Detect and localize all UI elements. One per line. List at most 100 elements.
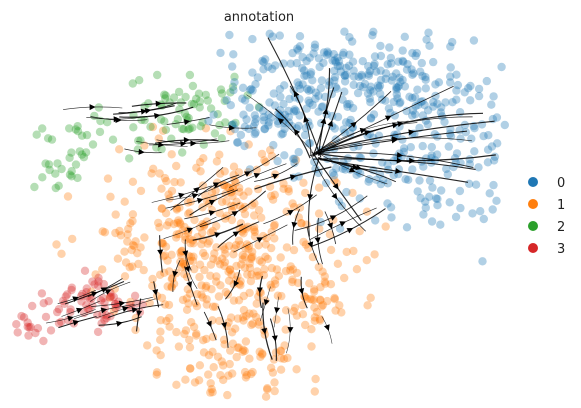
point-cluster-1 [316,283,325,292]
point-cluster-1 [172,161,181,171]
point-cluster-1 [310,303,319,312]
point-cluster-1 [301,240,311,249]
point-cluster-3 [80,266,90,275]
point-cluster-0 [302,56,311,66]
point-cluster-1 [155,270,165,279]
point-cluster-2 [203,96,212,105]
point-cluster-0 [258,56,267,66]
point-cluster-1 [128,210,138,219]
point-cluster-1 [152,346,161,355]
point-cluster-0 [493,139,502,148]
point-cluster-1 [326,280,336,289]
point-cluster-0 [264,118,274,127]
point-cluster-1 [221,287,230,297]
point-cluster-1 [276,253,285,262]
point-cluster-3 [62,290,72,299]
point-cluster-1 [312,307,322,317]
point-cluster-0 [319,48,329,57]
point-cluster-1 [254,241,263,250]
point-cluster-0 [355,153,364,162]
point-cluster-3 [13,328,22,337]
point-cluster-0 [411,110,420,119]
point-cluster-0 [305,98,314,108]
point-cluster-2 [157,144,166,154]
point-cluster-0 [245,103,254,112]
point-cluster-0 [427,151,436,160]
point-cluster-1 [283,353,292,363]
point-cluster-1 [276,365,286,374]
point-cluster-2 [169,93,179,102]
point-cluster-0 [489,180,498,190]
point-cluster-1 [215,169,225,178]
point-cluster-0 [416,67,425,76]
point-cluster-0 [376,66,385,75]
point-cluster-1 [270,190,279,199]
point-cluster-0 [370,59,379,69]
point-cluster-0 [443,170,452,179]
point-cluster-1 [186,239,195,248]
point-cluster-0 [359,83,368,92]
point-cluster-0 [258,106,268,116]
point-cluster-1 [226,346,235,355]
point-cluster-1 [232,352,241,362]
point-cluster-0 [376,41,385,51]
point-cluster-0 [398,46,407,55]
point-cluster-0 [364,71,374,80]
point-cluster-1 [245,259,254,268]
point-cluster-1 [205,237,214,246]
point-cluster-3 [78,289,87,299]
point-cluster-1 [136,243,145,252]
point-cluster-1 [310,387,319,396]
point-cluster-0 [356,153,366,163]
point-cluster-1 [227,270,236,279]
point-cluster-0 [306,68,316,77]
point-cluster-2 [43,134,53,143]
point-cluster-0 [366,98,375,107]
point-cluster-2 [188,123,197,132]
point-cluster-1 [263,385,272,394]
point-cluster-0 [399,57,408,67]
point-cluster-2 [221,118,230,127]
point-cluster-1 [157,184,166,193]
point-cluster-0 [273,156,282,166]
stream-arrow [221,322,227,329]
stream-arrow [322,108,329,115]
point-cluster-1 [195,260,205,269]
point-cluster-1 [355,227,364,236]
point-cluster-1 [156,316,165,325]
point-cluster-2 [226,88,235,97]
point-cluster-3 [41,312,51,322]
point-cluster-1 [183,285,192,294]
stream-arrow [104,289,112,295]
point-cluster-1 [315,316,325,325]
point-cluster-1 [288,199,297,208]
point-cluster-1 [244,241,254,251]
point-cluster-1 [282,207,291,216]
point-cluster-1 [186,252,196,262]
point-cluster-1 [128,177,138,186]
point-cluster-3 [12,320,21,329]
stream-arrow [272,173,279,180]
point-cluster-0 [467,134,476,143]
point-cluster-0 [300,130,310,140]
point-cluster-1 [120,272,130,281]
point-cluster-2 [57,164,66,174]
stream-arrow [277,118,285,125]
point-cluster-1 [298,310,308,319]
point-cluster-1 [307,325,316,334]
point-cluster-1 [128,262,137,271]
point-cluster-1 [258,350,267,359]
point-cluster-1 [155,169,164,178]
point-cluster-0 [425,176,435,185]
point-cluster-0 [226,101,235,110]
point-cluster-1 [255,271,264,280]
point-cluster-1 [218,254,227,263]
point-cluster-0 [286,59,295,68]
point-cluster-0 [421,75,430,85]
point-cluster-1 [219,361,228,370]
point-cluster-2 [213,110,222,119]
point-cluster-0 [354,72,363,82]
point-cluster-1 [206,260,216,269]
point-cluster-2 [77,150,87,159]
point-cluster-1 [239,345,248,354]
